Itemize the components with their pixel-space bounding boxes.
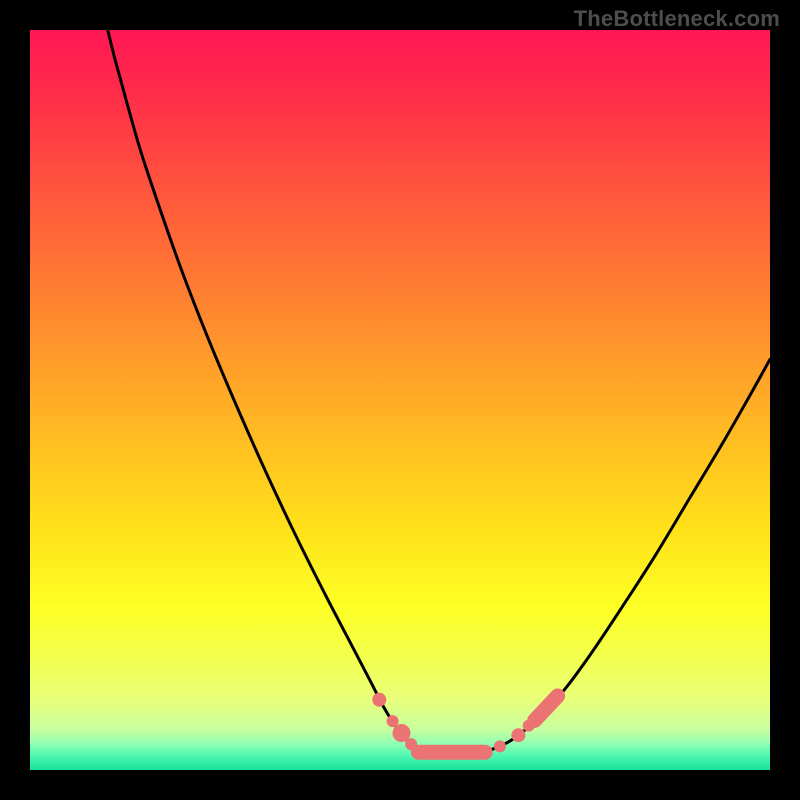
marker-point (511, 728, 525, 742)
marker-point (494, 740, 506, 752)
marker-point (372, 693, 386, 707)
gradient-background (30, 30, 770, 770)
plot-area (30, 30, 770, 770)
marker-point (405, 738, 417, 750)
chart-svg (30, 30, 770, 770)
watermark-text: TheBottleneck.com (574, 6, 780, 32)
marker-point (523, 720, 535, 732)
